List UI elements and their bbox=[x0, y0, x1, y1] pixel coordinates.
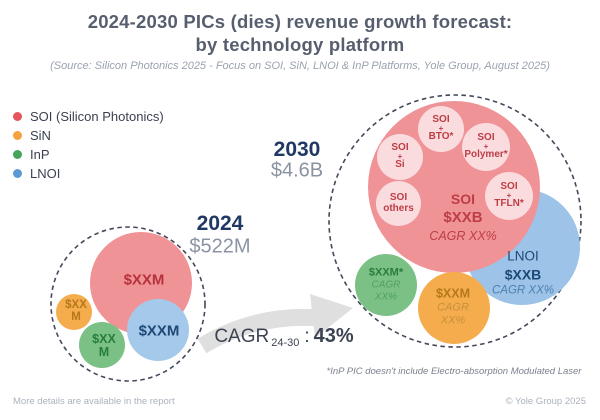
inp-footnote: *InP PIC doesn't include Electro-absorpt… bbox=[326, 366, 582, 377]
soi-value: $XXB bbox=[443, 209, 483, 227]
cagr-period: 24-30 bbox=[271, 337, 300, 349]
legend-label-lnoi: LNOI bbox=[30, 166, 61, 181]
legend-label-soi: SOI (Silicon Photonics) bbox=[30, 109, 164, 124]
bubble-2030-lnoi-label: LNOI $XXB CAGR XX% bbox=[492, 248, 554, 299]
bubble-2030-sin bbox=[418, 272, 490, 344]
footer-copyright: © Yole Group 2025 bbox=[505, 396, 586, 407]
bubble-2024-lnoi bbox=[127, 299, 189, 361]
inp-value-line2: M bbox=[98, 345, 110, 359]
soi-tfln-line3: TFLN* bbox=[494, 198, 524, 210]
dashed-boundary-2030 bbox=[328, 94, 582, 348]
cagr-label: CAGR bbox=[214, 326, 270, 347]
legend-dot-lnoi-icon bbox=[13, 169, 22, 178]
bubble-2030-sin-label: $XXM CAGR XX% bbox=[436, 286, 470, 327]
soi-si-line1: SOI bbox=[391, 142, 409, 154]
bubble-2030-soi-label: SOI $XXB CAGR XX% bbox=[429, 190, 496, 244]
cagr-callout: CAGR 24-30:43% bbox=[214, 325, 353, 349]
cagr-value: 43% bbox=[313, 325, 354, 347]
footer-note: More details are available in the report bbox=[13, 396, 175, 407]
growth-arrow-icon bbox=[197, 288, 356, 361]
soi-others-line2: others bbox=[383, 202, 414, 214]
soi-polymer-line1: SOI bbox=[477, 132, 495, 144]
bubble-2030-soi-others: SOI others bbox=[376, 181, 421, 226]
bubble-2024-sin bbox=[56, 294, 92, 330]
chart-title-line1: 2024-2030 PICs (dies) revenue growth for… bbox=[87, 11, 513, 32]
lnoi-name: LNOI bbox=[507, 248, 539, 264]
total-label-2024: $522M bbox=[189, 235, 251, 258]
bubble-2024-sin-value: $XX M bbox=[65, 299, 87, 323]
soi-tfln-line1: SOI bbox=[500, 181, 518, 193]
plus-icon: + bbox=[483, 141, 489, 151]
legend-item-inp: InP bbox=[13, 145, 164, 164]
chart-title-line2: by technology platform bbox=[195, 34, 405, 55]
bubble-2024-inp bbox=[79, 322, 125, 368]
legend-label-sin: SiN bbox=[30, 128, 51, 143]
legend-item-lnoi: LNOI bbox=[13, 164, 164, 183]
sin-cagr-line1: CAGR bbox=[437, 301, 469, 314]
bubble-2030-soi-polymer: SOI + Polymer* bbox=[462, 123, 510, 171]
legend: SOI (Silicon Photonics) SiN InP LNOI bbox=[13, 107, 164, 183]
cagr-separator: : bbox=[304, 326, 310, 347]
legend-dot-inp-icon bbox=[13, 150, 22, 159]
bubble-2030-inp bbox=[355, 254, 417, 316]
sin-cagr-line2: XX% bbox=[440, 314, 466, 327]
inp-value: $XXM* bbox=[368, 266, 404, 279]
year-label-2030: 2030 bbox=[273, 137, 321, 161]
plus-icon: + bbox=[506, 190, 512, 200]
inp-value-line1: $XX bbox=[92, 331, 116, 346]
bubble-2030-soi-si: SOI + Si bbox=[377, 134, 423, 180]
plus-icon: + bbox=[438, 123, 444, 133]
legend-dot-sin-icon bbox=[13, 131, 22, 140]
dashed-boundary-2024 bbox=[50, 226, 206, 382]
bubble-2024-soi-value: $XXM bbox=[123, 271, 165, 289]
legend-item-soi: SOI (Silicon Photonics) bbox=[13, 107, 164, 126]
bubble-2030-soi-bto: SOI + BTO* bbox=[418, 106, 464, 152]
bubble-2024-lnoi-value: $XXM bbox=[138, 322, 180, 340]
soi-others-line1: SOI bbox=[389, 192, 408, 203]
soi-name: SOI bbox=[450, 191, 476, 208]
lnoi-value: $XXB bbox=[504, 266, 542, 283]
soi-bto-line1: SOI bbox=[432, 114, 450, 126]
legend-dot-soi-icon bbox=[13, 112, 22, 121]
soi-si-line3: Si bbox=[395, 159, 405, 171]
bubble-2030-soi-tfln: SOI + TFLN* bbox=[485, 172, 533, 220]
lnoi-cagr: CAGR XX% bbox=[492, 284, 554, 297]
sin-value-line1: $XX bbox=[65, 298, 87, 311]
inp-cagr-line1: CAGR bbox=[371, 279, 401, 291]
soi-cagr: CAGR XX% bbox=[429, 228, 497, 243]
total-label-2030: $4.6B bbox=[270, 159, 324, 182]
year-label-2024: 2024 bbox=[196, 211, 244, 235]
soi-polymer-line3: Polymer* bbox=[464, 149, 508, 161]
legend-label-inp: InP bbox=[30, 147, 50, 162]
soi-bto-line3: BTO* bbox=[428, 131, 454, 143]
legend-item-sin: SiN bbox=[13, 126, 164, 145]
plus-icon: + bbox=[397, 151, 403, 161]
bubble-2024-inp-value: $XX M bbox=[92, 331, 116, 359]
chart-source: (Source: Silicon Photonics 2025 - Focus … bbox=[50, 60, 550, 72]
sin-value-line2: M bbox=[71, 311, 81, 323]
sin-value: $XXM bbox=[435, 286, 471, 301]
bubble-2030-inp-label: $XXM* CAGR XX% bbox=[369, 266, 403, 303]
inp-cagr-line2: XX% bbox=[374, 291, 398, 303]
